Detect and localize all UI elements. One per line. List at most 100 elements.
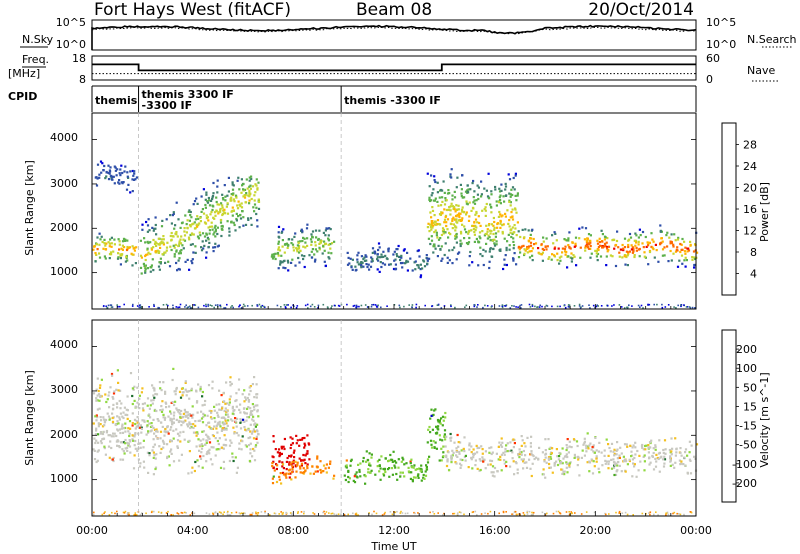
velocity-cell <box>119 389 122 392</box>
velocity-cell <box>644 444 647 448</box>
velocity-cell <box>544 453 547 456</box>
velocity-cell <box>249 430 252 433</box>
power-cell <box>184 306 186 308</box>
velocity-cell <box>126 417 129 420</box>
power-cell <box>256 187 259 190</box>
power-cell <box>526 251 529 254</box>
power-cell <box>248 194 251 197</box>
velocity-cell <box>547 456 551 459</box>
power-cell <box>346 303 348 306</box>
power-cell <box>109 304 112 306</box>
power-cell <box>639 306 641 308</box>
velocity-cell <box>391 458 394 461</box>
power-cell <box>613 247 616 250</box>
power-cell <box>107 178 111 181</box>
power-cell <box>446 256 449 259</box>
power-cell <box>205 232 208 235</box>
velocity-cell <box>109 440 112 443</box>
power-cell <box>98 173 101 176</box>
velocity-cell <box>219 466 223 469</box>
power-cell <box>346 251 349 254</box>
power-cell <box>120 247 123 250</box>
velocity-cell <box>568 511 570 513</box>
power-cell <box>179 226 182 229</box>
power-cell <box>214 224 217 227</box>
power-cell <box>553 254 556 257</box>
velocity-cell <box>217 448 220 451</box>
velocity-cell <box>180 420 183 423</box>
velocity-cell <box>205 439 208 442</box>
power-cell <box>171 214 174 217</box>
velocity-cell <box>112 392 116 395</box>
colorbar-tick-label: -15 <box>739 420 757 433</box>
velocity-cell <box>185 390 188 393</box>
velocity-cell <box>450 456 453 459</box>
velocity-cell <box>300 438 304 441</box>
velocity-cell <box>201 395 204 398</box>
velocity-cell <box>456 455 459 458</box>
velocity-cell <box>639 460 642 463</box>
velocity-cell <box>229 439 232 442</box>
velocity-cell <box>517 454 520 457</box>
power-cell <box>213 306 215 309</box>
velocity-cell <box>222 513 224 516</box>
velocity-cell <box>152 473 155 476</box>
power-cell <box>261 304 264 307</box>
power-cell <box>490 255 493 258</box>
velocity-cell <box>328 512 330 514</box>
power-cell <box>213 231 216 234</box>
velocity-cell <box>320 471 323 474</box>
velocity-cell <box>573 453 576 456</box>
power-cell <box>317 306 319 309</box>
power-cell <box>153 242 157 246</box>
power-cell <box>311 236 314 239</box>
power-cell <box>250 177 253 181</box>
velocity-cell <box>114 512 116 515</box>
power-cell <box>513 224 516 227</box>
velocity-cell <box>95 429 98 432</box>
power-cell <box>431 305 433 308</box>
velocity-cell <box>191 416 194 419</box>
power-cell <box>652 248 655 251</box>
power-cell <box>635 234 638 237</box>
power-cell <box>534 242 538 245</box>
power-cell <box>456 213 459 217</box>
velocity-cell <box>560 468 563 471</box>
power-cell <box>329 247 332 250</box>
power-cell <box>467 241 471 244</box>
velocity-cell <box>249 513 252 516</box>
velocity-cell <box>520 453 523 456</box>
velocity-cell <box>118 416 121 419</box>
power-cell <box>207 226 210 229</box>
power-cell <box>209 225 212 228</box>
velocity-cell <box>414 468 417 471</box>
power-cell <box>605 255 608 258</box>
power-cell <box>219 209 222 212</box>
velocity-cell <box>239 403 242 406</box>
power-cell <box>183 234 187 237</box>
power-cell <box>100 235 103 238</box>
power-cell <box>109 238 112 241</box>
velocity-cell <box>437 512 439 514</box>
velocity-cell <box>587 447 590 450</box>
power-cell <box>298 244 301 247</box>
power-cell <box>198 222 201 225</box>
power-cell <box>483 234 486 237</box>
velocity-cell <box>160 410 164 413</box>
velocity-cell <box>344 478 347 482</box>
power-cell <box>147 218 150 221</box>
velocity-cell <box>557 510 560 513</box>
velocity-cell <box>608 446 611 450</box>
velocity-cell <box>245 412 248 415</box>
power-cell <box>399 262 403 265</box>
power-cell <box>119 253 122 256</box>
velocity-cell <box>654 444 657 447</box>
velocity-cell <box>96 377 99 380</box>
velocity-cell <box>271 462 274 465</box>
power-cell <box>475 226 478 229</box>
velocity-cell <box>139 446 142 449</box>
power-cell <box>631 246 634 249</box>
velocity-cell <box>215 427 218 430</box>
velocity-cell <box>568 465 571 469</box>
velocity-cell <box>251 410 254 413</box>
